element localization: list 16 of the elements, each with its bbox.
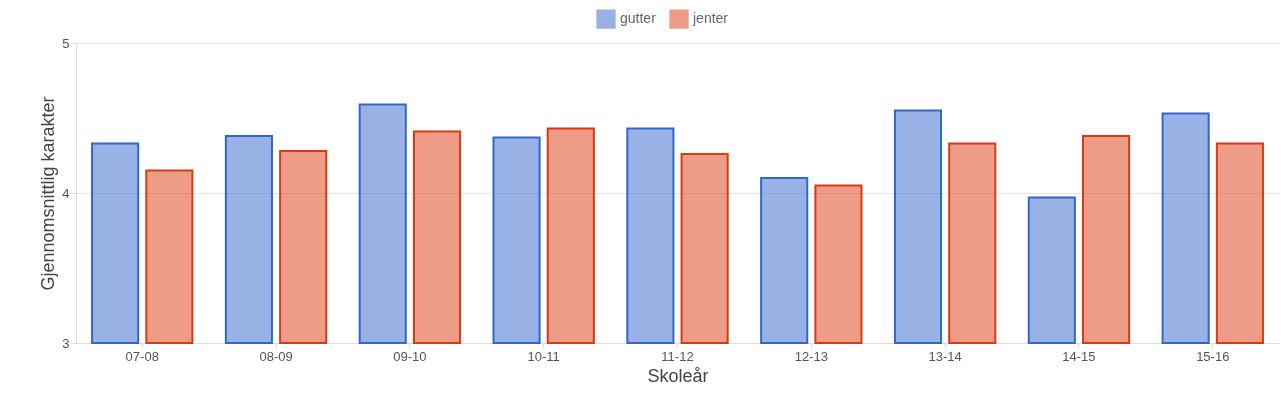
x-tick-label: 07-08: [125, 348, 159, 364]
x-tick-label: 12-13: [794, 348, 828, 364]
x-tick-label: 15-16: [1196, 348, 1230, 364]
y-tick-label: 4: [62, 185, 70, 201]
y-tick-label: 5: [62, 35, 70, 51]
x-tick-label: 09-10: [393, 348, 427, 364]
x-tick-label: 10-11: [527, 348, 560, 364]
legend-label: jenter: [692, 10, 729, 27]
legend-label: gutter: [620, 10, 657, 27]
x-axis-title: Skoleår: [647, 365, 709, 386]
x-tick-label: 14-15: [1062, 348, 1096, 364]
x-tick-label: 11-12: [661, 348, 694, 364]
x-tick-label: 13-14: [928, 348, 962, 364]
x-tick-label: 08-09: [259, 348, 293, 364]
y-axis-title: Gjennomsnittlig karakter: [38, 96, 59, 291]
y-tick-label: 3: [62, 335, 70, 351]
